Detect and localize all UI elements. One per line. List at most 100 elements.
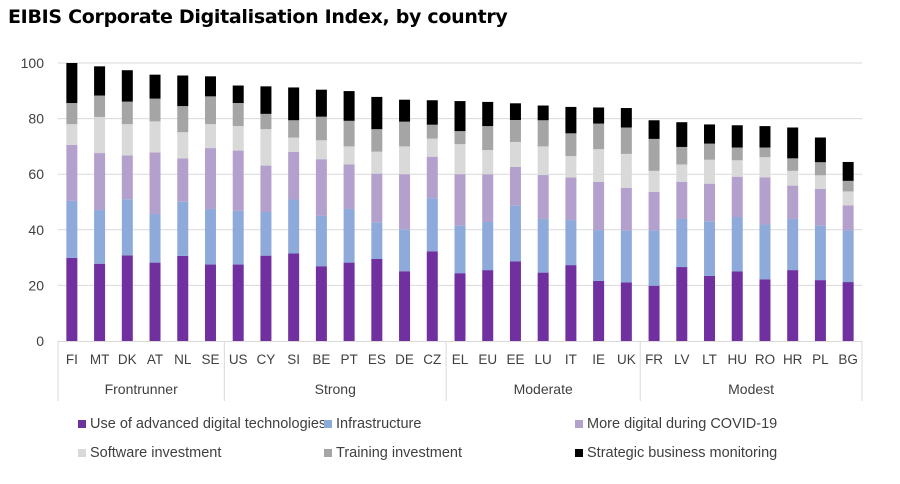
x-tick-label: LV <box>674 352 690 367</box>
bar-segment-more-digital-during-covid-19 <box>565 177 577 221</box>
x-tick-label: LU <box>535 352 552 367</box>
bar-segment-software-investment <box>482 150 494 175</box>
bar-segment-strategic-business-monitoring <box>648 120 660 139</box>
bar-segment-use-of-advanced-digital-technologies <box>315 266 327 341</box>
bar-segment-infrastructure <box>371 222 383 259</box>
x-tick-label: MT <box>90 352 110 367</box>
bar-segment-infrastructure <box>232 210 244 265</box>
x-tick-label: DE <box>395 352 414 367</box>
bar-segment-use-of-advanced-digital-technologies <box>343 262 355 341</box>
bar-segment-infrastructure <box>204 208 216 265</box>
bar-segment-use-of-advanced-digital-technologies <box>288 253 300 341</box>
bar-stack-it <box>565 106 577 341</box>
bar-segment-use-of-advanced-digital-technologies <box>787 270 799 341</box>
bar-segment-training-investment <box>565 133 577 157</box>
bar-segment-use-of-advanced-digital-technologies <box>149 262 161 341</box>
bar-segment-strategic-business-monitoring <box>232 85 244 104</box>
bar-segment-more-digital-during-covid-19 <box>177 158 189 202</box>
group-label-strong: Strong <box>315 381 356 397</box>
x-tick-label: DK <box>118 352 137 367</box>
bar-segment-software-investment <box>537 146 549 176</box>
bar-segment-strategic-business-monitoring <box>94 66 106 96</box>
bar-segment-software-investment <box>620 153 632 188</box>
x-tick-label: BG <box>838 352 858 367</box>
bar-stack-hu <box>731 125 743 341</box>
x-tick-label: EL <box>452 352 469 367</box>
bar-stack-es <box>371 96 383 341</box>
bar-segment-strategic-business-monitoring <box>731 125 743 148</box>
bar-segment-use-of-advanced-digital-technologies <box>620 282 632 341</box>
bar-segment-software-investment <box>509 141 521 167</box>
bar-segment-infrastructure <box>814 225 826 281</box>
bar-segment-more-digital-during-covid-19 <box>94 153 106 211</box>
x-tick-label: PL <box>812 352 829 367</box>
bar-segment-more-digital-during-covid-19 <box>121 155 133 200</box>
bar-segment-training-investment <box>593 123 605 150</box>
bar-segment-more-digital-during-covid-19 <box>399 174 411 230</box>
bar-stack-eu <box>482 101 494 341</box>
bar-segment-more-digital-during-covid-19 <box>260 165 272 213</box>
bar-segment-infrastructure <box>66 200 78 258</box>
bar-stack-el <box>454 101 466 341</box>
bar-segment-use-of-advanced-digital-technologies <box>759 279 771 341</box>
bar-segment-infrastructure <box>454 225 466 274</box>
bar-segment-strategic-business-monitoring <box>676 122 688 147</box>
bar-segment-use-of-advanced-digital-technologies <box>454 273 466 341</box>
bar-segment-training-investment <box>787 158 799 171</box>
bar-segment-more-digital-during-covid-19 <box>676 181 688 219</box>
bar-stack-bg <box>842 161 854 341</box>
bar-segment-infrastructure <box>94 210 106 264</box>
bar-segment-training-investment <box>704 143 716 160</box>
bar-segment-infrastructure <box>426 198 438 252</box>
bar-segment-use-of-advanced-digital-technologies <box>121 255 133 341</box>
bar-segment-use-of-advanced-digital-technologies <box>593 280 605 341</box>
bar-segment-training-investment <box>315 116 327 141</box>
bar-stack-hr <box>787 127 799 341</box>
bar-segment-strategic-business-monitoring <box>759 126 771 148</box>
bar-segment-more-digital-during-covid-19 <box>787 185 799 219</box>
bar-segment-strategic-business-monitoring <box>288 87 300 121</box>
bar-segment-training-investment <box>94 95 106 117</box>
bar-segment-strategic-business-monitoring <box>842 161 854 181</box>
group-label-moderate: Moderate <box>514 381 573 397</box>
bar-segment-use-of-advanced-digital-technologies <box>704 275 716 341</box>
bar-segment-more-digital-during-covid-19 <box>842 205 854 231</box>
bar-stack-ie <box>593 107 605 341</box>
bar-segment-use-of-advanced-digital-technologies <box>509 261 521 341</box>
x-tick-label: CZ <box>423 352 441 367</box>
bar-segment-training-investment <box>454 131 466 145</box>
bar-stack-pt <box>343 91 355 341</box>
bar-segment-software-investment <box>842 191 854 206</box>
y-axis-tick-labels: 0 20 40 60 80 100 <box>21 55 45 349</box>
bar-segment-strategic-business-monitoring <box>121 70 133 102</box>
bar-segment-more-digital-during-covid-19 <box>593 181 605 231</box>
bar-stack-fi <box>66 63 78 341</box>
x-tick-label: LT <box>702 352 717 367</box>
x-tick-label: AT <box>147 352 163 367</box>
bar-segment-strategic-business-monitoring <box>620 108 632 128</box>
bar-segment-strategic-business-monitoring <box>371 96 383 130</box>
x-tick-label: FI <box>66 352 78 367</box>
bar-segment-strategic-business-monitoring <box>315 89 327 117</box>
bar-segment-software-investment <box>149 121 161 153</box>
bar-segment-strategic-business-monitoring <box>149 74 161 99</box>
bar-segment-software-investment <box>232 126 244 151</box>
bar-segment-infrastructure <box>399 229 411 272</box>
bar-stack-cy <box>260 86 272 341</box>
bar-segment-infrastructure <box>787 218 799 271</box>
x-tick-label: EE <box>506 352 524 367</box>
x-tick-label: UK <box>617 352 636 367</box>
bar-segment-infrastructure <box>842 230 854 283</box>
y-tick-label: 100 <box>21 55 45 71</box>
bar-segment-strategic-business-monitoring <box>204 76 216 97</box>
bar-segment-training-investment <box>537 120 549 147</box>
bar-segment-more-digital-during-covid-19 <box>620 187 632 231</box>
bar-segment-use-of-advanced-digital-technologies <box>426 251 438 341</box>
bar-segment-more-digital-during-covid-19 <box>288 151 300 200</box>
bar-segment-software-investment <box>177 132 189 159</box>
bar-segment-infrastructure <box>149 213 161 263</box>
bar-segment-use-of-advanced-digital-technologies <box>731 271 743 341</box>
bar-segment-training-investment <box>371 129 383 152</box>
bar-stack-ro <box>759 126 771 341</box>
bar-segment-software-investment <box>593 149 605 182</box>
